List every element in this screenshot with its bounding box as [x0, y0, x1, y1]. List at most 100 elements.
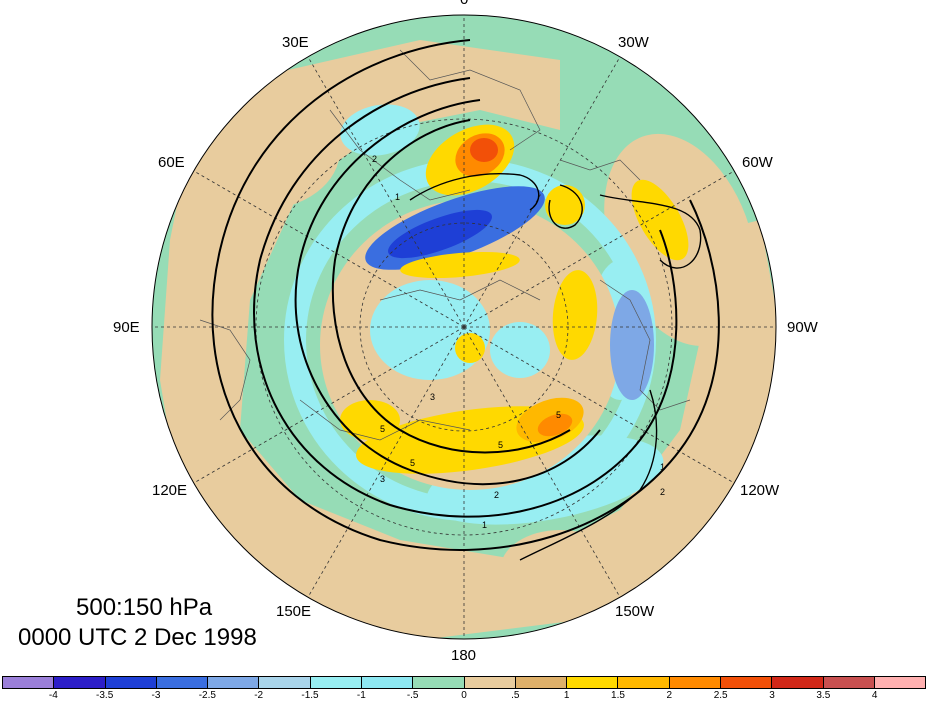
colorbar-swatch — [567, 677, 619, 688]
contour-line — [548, 184, 583, 229]
latitude-circle — [255, 118, 673, 536]
yellow-anomaly — [455, 333, 485, 363]
colorbar — [2, 676, 926, 689]
colorbar-swatch — [720, 677, 773, 688]
contour-label: 5 — [556, 410, 561, 420]
cyan-region — [490, 322, 550, 378]
colorbar-swatch — [669, 677, 721, 688]
meridian-line — [307, 56, 465, 328]
contour-line — [211, 39, 720, 551]
colorbar-tick-label: -3.5 — [96, 690, 114, 701]
tan-region — [180, 90, 340, 210]
coastline — [379, 279, 541, 301]
contour-label: 2 — [494, 490, 499, 500]
longitude-label: 60E — [158, 154, 185, 171]
contour-line — [253, 77, 678, 518]
colorbar-swatch — [874, 677, 926, 688]
longitude-label: 150W — [615, 603, 655, 620]
map-field: 2 1 3 5 5 5 2 1 5 2 3 1 — [152, 15, 776, 639]
contour-line — [294, 99, 601, 486]
longitude-label: 150E — [276, 603, 312, 620]
colorbar-tick-label: 1 — [563, 690, 570, 701]
dark-blue-anomaly — [388, 209, 492, 259]
contour-label: 1 — [395, 192, 400, 202]
contour-label: 5 — [410, 458, 415, 468]
longitude-label: 60W — [742, 154, 773, 171]
colorbar-swatch — [772, 677, 824, 688]
globe-border — [151, 14, 777, 640]
longitude-label: 120W — [740, 482, 780, 499]
colorbar-swatch — [54, 677, 106, 688]
contour-line — [599, 194, 702, 269]
contour-label: 5 — [380, 424, 385, 434]
tan-region — [500, 530, 620, 610]
colorbar-tick-label: -2.5 — [198, 690, 216, 701]
colorbar-swatch — [618, 677, 670, 688]
colorbar-swatch — [208, 677, 260, 688]
contour-line — [519, 389, 658, 561]
level-label: 500:150 hPa — [76, 594, 213, 621]
colorbar-swatch — [105, 677, 157, 688]
colorbar-tick-label: -4 — [48, 690, 58, 701]
meridian-line — [307, 326, 465, 598]
light-blue-anomaly — [610, 290, 654, 400]
longitude-label: 90E — [113, 319, 140, 336]
coastline — [199, 319, 251, 421]
coastline — [559, 159, 641, 181]
colorbar-tick-label: -3 — [151, 690, 161, 701]
contour-label: 2 — [372, 154, 377, 164]
contour-label: 1 — [660, 462, 665, 472]
contour-line — [409, 173, 540, 211]
contour-label: 1 — [482, 520, 487, 530]
coastlines — [199, 49, 691, 441]
contour-label: 5 — [498, 440, 503, 450]
longitude-label: 90W — [787, 319, 818, 336]
meridian-line — [463, 56, 621, 328]
red-anomaly — [470, 138, 498, 162]
coastline — [599, 279, 691, 411]
anomaly-fill-layer — [152, 40, 776, 639]
colorbar-swatch — [823, 677, 875, 688]
colorbar-tick-label: 4 — [871, 690, 878, 701]
meridian-line — [463, 326, 621, 598]
cyan-region — [370, 280, 490, 380]
longitude-label: 30E — [282, 34, 309, 51]
colorbar-swatch — [515, 677, 568, 688]
colorbar-tick-label: 2.5 — [713, 690, 728, 701]
meridian-line — [463, 170, 735, 328]
colorbar-swatch — [3, 677, 55, 688]
colorbar-swatch — [310, 677, 362, 688]
time-label: 0000 UTC 2 Dec 1998 — [18, 624, 257, 651]
contour-labels: 2 1 3 5 5 5 2 1 5 2 3 1 — [372, 154, 665, 530]
yellow-anomaly — [400, 251, 520, 279]
yellow-anomaly — [552, 270, 598, 360]
coastline — [399, 49, 541, 151]
colorbar-swatch — [464, 677, 516, 688]
orange-anomaly — [537, 413, 573, 437]
colorbar-tick-label: 2 — [666, 690, 673, 701]
colorbar-tick-label: -1.5 — [301, 690, 319, 701]
contour-label: 2 — [660, 487, 665, 497]
colorbar-swatch — [361, 677, 414, 688]
longitude-label: 180 — [451, 647, 477, 664]
contour-line — [331, 119, 571, 454]
yellow-anomaly — [631, 179, 689, 261]
longitude-label: 120E — [152, 482, 188, 499]
colorbar-swatch — [413, 677, 465, 688]
colorbar-tick-label: 3.5 — [816, 690, 831, 701]
colorbar-tick-label: -.5 — [406, 690, 419, 701]
colorbar-swatch — [156, 677, 209, 688]
contour-lines — [211, 39, 720, 561]
colorbar-tick-label: -1 — [356, 690, 366, 701]
colorbar-swatch — [259, 677, 311, 688]
colorbar-tick-label: 1.5 — [611, 690, 625, 701]
longitude-label: 30W — [618, 34, 649, 51]
contour-label: 3 — [430, 392, 435, 402]
yellow-anomaly — [545, 185, 585, 225]
meridian-line — [463, 326, 735, 484]
contour-label: 3 — [380, 474, 385, 484]
yellow-anomaly — [340, 400, 400, 440]
coastline — [329, 109, 471, 201]
colorbar-tick-label: -2 — [254, 690, 264, 701]
